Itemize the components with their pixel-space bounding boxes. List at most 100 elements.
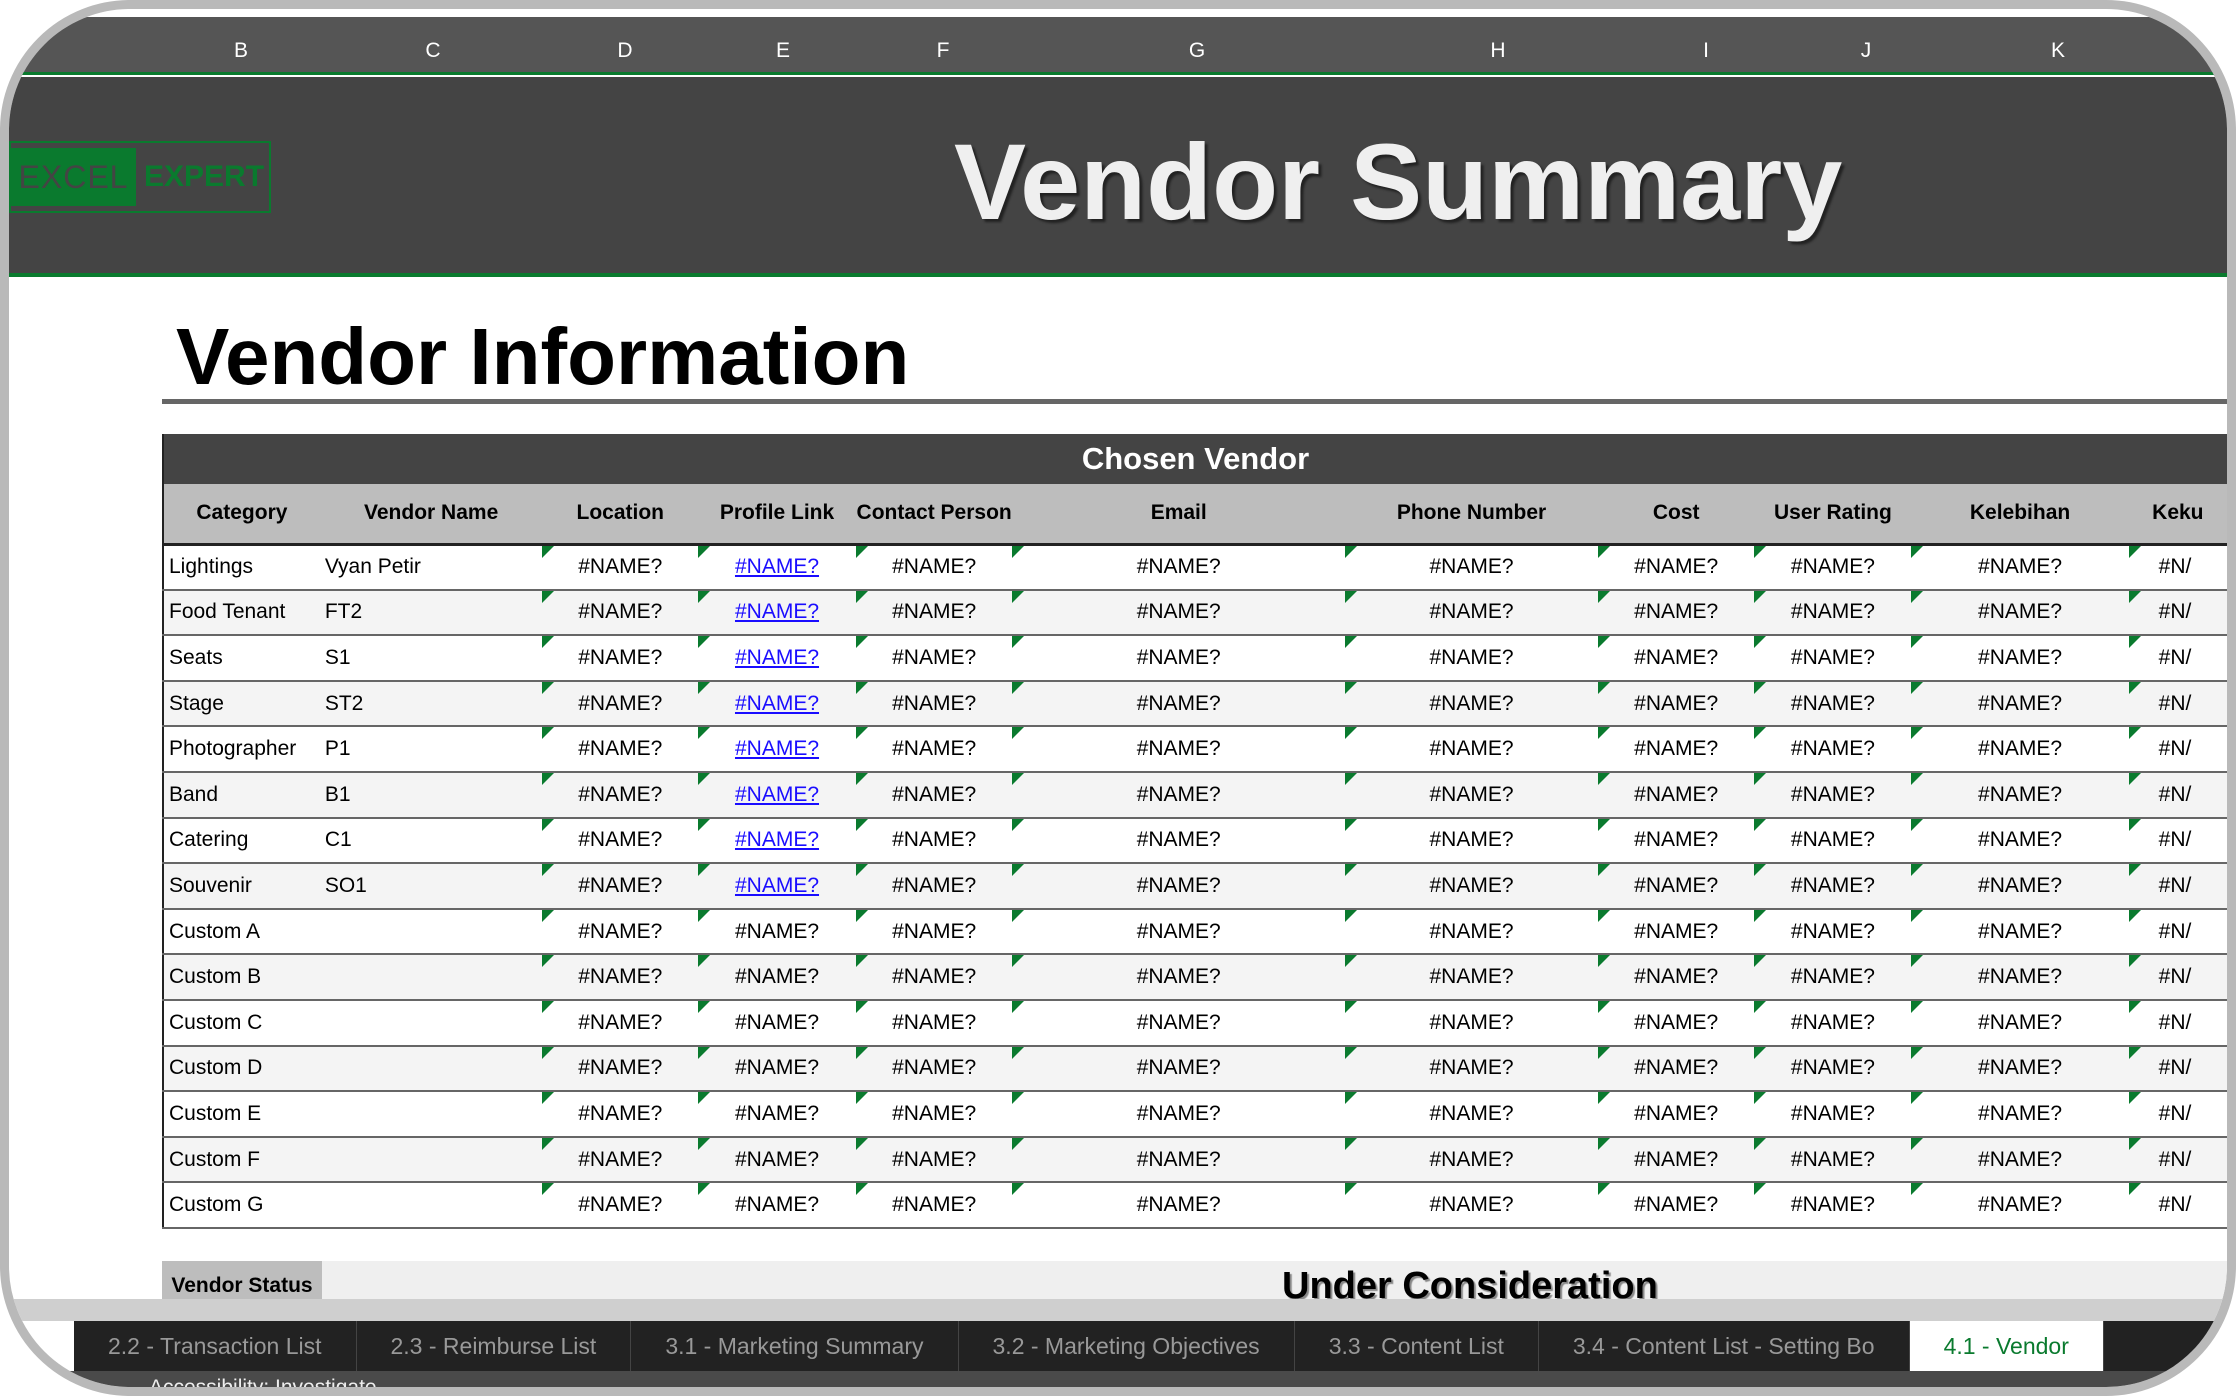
table-cell[interactable]: #NAME? <box>1012 1091 1346 1138</box>
table-cell[interactable]: #NAME? <box>1911 544 2129 591</box>
table-cell[interactable]: #NAME? <box>542 908 699 956</box>
sheet-tab[interactable]: 3.2 - Marketing Objectives <box>959 1321 1295 1371</box>
table-cell[interactable]: #NAME? <box>1911 817 2129 865</box>
table-cell[interactable]: #NAME? <box>1754 726 1912 773</box>
table-cell[interactable]: #NAME? <box>698 1136 856 1184</box>
table-cell[interactable]: #NAME? <box>1754 1045 1912 1093</box>
table-cell[interactable]: Food Tenant <box>163 589 320 637</box>
table-cell[interactable]: FT2 <box>319 589 543 637</box>
table-cell[interactable]: #N/ <box>2128 771 2227 819</box>
table-cell[interactable]: #NAME? <box>698 1045 856 1093</box>
table-cell[interactable]: #NAME? <box>1597 1136 1755 1184</box>
table-cell[interactable]: #NAME? <box>542 726 699 773</box>
table-cell[interactable]: #NAME? <box>1597 680 1755 728</box>
table-cell[interactable]: #NAME? <box>855 954 1013 1001</box>
table-cell[interactable]: Catering <box>163 817 320 865</box>
table-cell[interactable]: #NAME? <box>1911 771 2129 819</box>
profile-link[interactable]: #NAME? <box>734 737 820 761</box>
table-cell[interactable]: #N/ <box>2128 680 2227 728</box>
table-cell[interactable]: #NAME? <box>1754 771 1912 819</box>
table-cell[interactable]: Custom C <box>163 999 320 1047</box>
column-letter-c[interactable]: C <box>425 39 441 62</box>
column-letter-h[interactable]: H <box>1490 39 1506 62</box>
table-cell[interactable]: #NAME? <box>855 726 1013 773</box>
table-cell[interactable]: #NAME? <box>1911 1045 2129 1093</box>
table-cell[interactable]: C1 <box>319 817 543 865</box>
table-cell[interactable]: #NAME? <box>1754 817 1912 865</box>
table-cell[interactable]: #NAME? <box>542 635 699 682</box>
table-cell[interactable]: #NAME? <box>542 1045 699 1093</box>
table-cell[interactable]: #NAME? <box>1911 999 2129 1047</box>
table-cell[interactable]: #NAME? <box>1012 863 1346 910</box>
table-cell[interactable]: #N/ <box>2128 635 2227 682</box>
table-cell[interactable]: #NAME? <box>1345 863 1598 910</box>
table-cell[interactable] <box>319 1182 543 1229</box>
table-cell[interactable]: S1 <box>319 635 543 682</box>
table-cell[interactable]: #NAME? <box>1911 954 2129 1001</box>
table-cell[interactable]: #NAME? <box>1597 1045 1755 1093</box>
profile-link[interactable]: #NAME? <box>734 691 820 715</box>
table-cell[interactable]: Vyan Petir <box>319 544 543 591</box>
table-cell[interactable]: #N/ <box>2128 908 2227 956</box>
table-cell[interactable]: #NAME? <box>855 1091 1013 1138</box>
table-cell[interactable]: #NAME? <box>855 680 1013 728</box>
table-cell[interactable]: Lightings <box>163 544 320 591</box>
table-cell[interactable]: #NAME? <box>1754 954 1912 1001</box>
table-cell[interactable]: Custom E <box>163 1091 320 1138</box>
table-cell[interactable]: #NAME? <box>1345 589 1598 637</box>
table-cell[interactable]: #NAME? <box>1911 635 2129 682</box>
table-cell[interactable]: #NAME? <box>1345 771 1598 819</box>
table-cell[interactable]: #N/ <box>2128 817 2227 865</box>
table-cell[interactable]: #NAME? <box>698 544 856 591</box>
table-cell[interactable]: #NAME? <box>1012 771 1346 819</box>
column-letter-k[interactable]: K <box>2050 39 2066 62</box>
table-cell[interactable]: Photographer <box>163 726 320 773</box>
column-letter-j[interactable]: J <box>1860 39 1872 62</box>
column-letter-g[interactable]: G <box>1188 39 1206 62</box>
table-cell[interactable]: #NAME? <box>1597 544 1755 591</box>
table-cell[interactable]: #NAME? <box>855 589 1013 637</box>
profile-link[interactable]: #NAME? <box>734 782 820 806</box>
table-cell[interactable]: #NAME? <box>855 771 1013 819</box>
table-cell[interactable]: #NAME? <box>1911 1136 2129 1184</box>
table-cell[interactable]: #NAME? <box>1754 635 1912 682</box>
table-cell[interactable]: #NAME? <box>1911 726 2129 773</box>
sheet-tab[interactable]: 3.3 - Content List <box>1295 1321 1539 1371</box>
table-cell[interactable]: #N/ <box>2128 726 2227 773</box>
table-cell[interactable]: #NAME? <box>542 589 699 637</box>
table-cell[interactable]: #NAME? <box>1597 1182 1755 1229</box>
table-cell[interactable]: #NAME? <box>855 544 1013 591</box>
table-cell[interactable]: #N/ <box>2128 863 2227 910</box>
table-cell[interactable]: #NAME? <box>1597 908 1755 956</box>
table-cell[interactable]: #N/ <box>2128 999 2227 1047</box>
table-cell[interactable]: #NAME? <box>1345 908 1598 956</box>
table-cell[interactable] <box>319 1045 543 1093</box>
table-cell[interactable]: #NAME? <box>1012 1136 1346 1184</box>
table-cell[interactable]: #NAME? <box>1597 863 1755 910</box>
profile-link[interactable]: #NAME? <box>734 600 820 624</box>
sheet-tab[interactable]: 4.1 - Vendor <box>1909 1321 2104 1371</box>
table-cell[interactable]: #NAME? <box>1345 544 1598 591</box>
table-cell[interactable]: B1 <box>319 771 543 819</box>
table-cell[interactable]: #NAME? <box>1012 954 1346 1001</box>
table-cell[interactable]: #N/ <box>2128 1045 2227 1093</box>
table-cell[interactable]: Custom D <box>163 1045 320 1093</box>
table-cell[interactable]: Custom G <box>163 1182 320 1229</box>
table-cell[interactable]: Seats <box>163 635 320 682</box>
column-letter-i[interactable]: I <box>1703 39 1709 62</box>
table-cell[interactable]: #NAME? <box>542 1091 699 1138</box>
table-cell[interactable]: #NAME? <box>1754 999 1912 1047</box>
profile-link[interactable]: #NAME? <box>734 873 820 897</box>
table-cell[interactable]: #NAME? <box>1012 908 1346 956</box>
table-cell[interactable]: #NAME? <box>698 817 856 865</box>
table-cell[interactable]: Custom A <box>163 908 320 956</box>
table-cell[interactable]: #NAME? <box>542 999 699 1047</box>
table-cell[interactable]: #N/ <box>2128 954 2227 1001</box>
table-cell[interactable]: #NAME? <box>1597 817 1755 865</box>
table-cell[interactable] <box>319 999 543 1047</box>
table-cell[interactable]: #NAME? <box>1754 1136 1912 1184</box>
table-cell[interactable]: #N/ <box>2128 1182 2227 1229</box>
table-cell[interactable] <box>319 1091 543 1138</box>
table-cell[interactable]: #NAME? <box>855 1136 1013 1184</box>
profile-link[interactable]: #NAME? <box>734 828 820 852</box>
